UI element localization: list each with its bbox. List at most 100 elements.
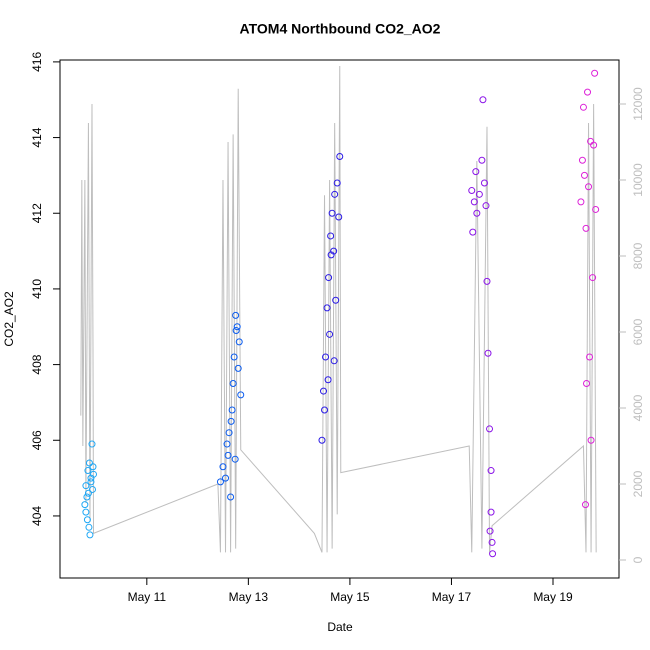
x-tick-label: May 17 bbox=[432, 590, 472, 604]
point bbox=[330, 357, 338, 365]
point bbox=[232, 327, 240, 335]
point bbox=[479, 96, 487, 104]
point bbox=[88, 440, 96, 448]
point bbox=[489, 550, 497, 558]
point bbox=[84, 467, 92, 475]
point bbox=[331, 190, 339, 198]
point bbox=[222, 474, 230, 482]
point bbox=[323, 304, 331, 312]
x-tick-label: May 19 bbox=[533, 590, 573, 604]
x-tick-label: May 15 bbox=[330, 590, 370, 604]
point bbox=[81, 501, 89, 509]
point bbox=[83, 516, 91, 524]
point bbox=[320, 387, 328, 395]
point bbox=[87, 478, 95, 486]
y-tick-label: 412 bbox=[30, 203, 44, 223]
point bbox=[219, 463, 227, 471]
y-tick-label: 404 bbox=[30, 506, 44, 526]
point bbox=[336, 152, 344, 160]
point bbox=[84, 489, 92, 497]
y2-tick-label: 2000 bbox=[631, 470, 645, 497]
x-tick-label: May 11 bbox=[128, 590, 167, 604]
point bbox=[584, 88, 592, 96]
point bbox=[335, 213, 343, 221]
point bbox=[327, 232, 335, 240]
point bbox=[321, 406, 329, 414]
point bbox=[488, 538, 496, 546]
point bbox=[475, 190, 483, 198]
point bbox=[223, 440, 231, 448]
point bbox=[581, 501, 589, 509]
point bbox=[224, 451, 232, 459]
y-axis-label: CO2_AO2 bbox=[2, 291, 16, 347]
point bbox=[89, 463, 97, 471]
point bbox=[487, 467, 495, 475]
point bbox=[487, 508, 495, 516]
point bbox=[229, 380, 237, 388]
point bbox=[333, 179, 341, 187]
y2-tick-label: 6000 bbox=[631, 318, 645, 345]
point bbox=[580, 171, 588, 179]
y2-tick-label: 0 bbox=[631, 556, 645, 563]
point bbox=[233, 323, 241, 331]
point bbox=[592, 205, 600, 213]
y-tick-label: 408 bbox=[30, 354, 44, 374]
point bbox=[85, 523, 93, 531]
point bbox=[82, 482, 90, 490]
point bbox=[589, 274, 597, 282]
point bbox=[227, 493, 235, 501]
point bbox=[482, 202, 490, 210]
point bbox=[483, 277, 491, 285]
x-axis-label: Date bbox=[327, 620, 353, 634]
point bbox=[225, 429, 233, 437]
point bbox=[90, 470, 98, 478]
point bbox=[587, 137, 595, 145]
point bbox=[469, 228, 477, 236]
point bbox=[484, 349, 492, 357]
point bbox=[231, 455, 239, 463]
point bbox=[230, 353, 238, 361]
point bbox=[480, 179, 488, 187]
point bbox=[579, 103, 587, 111]
point bbox=[585, 183, 593, 191]
point bbox=[478, 156, 486, 164]
point bbox=[82, 508, 90, 516]
point bbox=[582, 224, 590, 232]
y-tick-label: 410 bbox=[30, 279, 44, 299]
point bbox=[470, 198, 478, 206]
point bbox=[322, 353, 330, 361]
point bbox=[583, 380, 591, 388]
point bbox=[324, 376, 332, 384]
x-tick-label: May 13 bbox=[229, 590, 269, 604]
point bbox=[227, 417, 235, 425]
point bbox=[591, 69, 599, 77]
point bbox=[234, 364, 242, 372]
point bbox=[235, 338, 243, 346]
point bbox=[486, 425, 494, 433]
point bbox=[472, 168, 480, 176]
point bbox=[327, 251, 335, 259]
y2-tick-label: 12000 bbox=[631, 87, 645, 121]
point bbox=[332, 296, 340, 304]
y2-tick-label: 10000 bbox=[631, 163, 645, 197]
point bbox=[86, 531, 94, 539]
y2-tick-label: 8000 bbox=[631, 242, 645, 269]
point bbox=[88, 485, 96, 493]
point bbox=[468, 187, 476, 195]
point bbox=[473, 209, 481, 217]
point bbox=[328, 209, 336, 217]
secondary-line bbox=[80, 66, 597, 553]
point bbox=[326, 330, 334, 338]
chart-title: ATOM4 Northbound CO2_AO2 bbox=[240, 21, 441, 37]
point bbox=[577, 198, 585, 206]
point bbox=[216, 478, 224, 486]
point bbox=[85, 459, 93, 467]
point bbox=[228, 406, 236, 414]
point bbox=[237, 391, 245, 399]
point bbox=[486, 527, 494, 535]
point bbox=[232, 311, 240, 319]
y2-tick-label: 4000 bbox=[631, 394, 645, 421]
point bbox=[83, 493, 91, 501]
y-tick-label: 416 bbox=[30, 52, 44, 72]
